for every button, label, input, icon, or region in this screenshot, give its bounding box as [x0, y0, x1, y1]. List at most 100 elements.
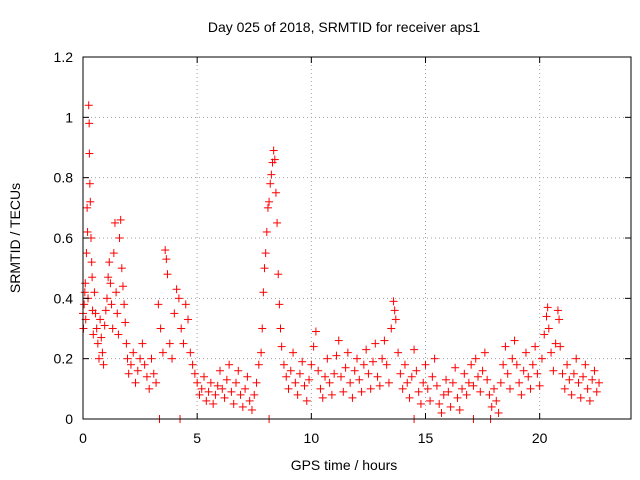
data-point — [170, 309, 179, 318]
data-point — [556, 342, 565, 351]
data-point — [115, 234, 124, 242]
data-point — [129, 348, 138, 357]
data-point — [161, 246, 170, 255]
data-point — [490, 384, 498, 393]
data-point — [85, 119, 94, 128]
x-axis-label: GPS time / hours — [291, 457, 398, 473]
data-point — [325, 378, 334, 387]
data-point — [279, 360, 288, 369]
data-point — [551, 339, 560, 348]
data-point — [542, 312, 551, 321]
data-point — [380, 336, 389, 345]
data-point — [289, 348, 298, 357]
data-point — [220, 393, 229, 402]
data-point — [236, 390, 245, 399]
data-point — [410, 345, 419, 354]
data-point — [88, 273, 97, 282]
data-point — [419, 378, 428, 387]
data-point — [117, 264, 126, 273]
data-point — [307, 360, 316, 369]
data-point — [423, 384, 432, 393]
data-point — [145, 384, 154, 393]
data-point — [339, 387, 348, 396]
data-point — [537, 354, 546, 363]
data-point — [309, 342, 318, 351]
data-point — [343, 348, 352, 357]
data-point — [583, 384, 592, 393]
data-point — [83, 227, 92, 236]
data-point — [84, 101, 93, 110]
data-point — [494, 408, 503, 417]
data-point — [93, 339, 102, 348]
data-point — [396, 369, 405, 378]
data-point — [195, 390, 204, 399]
data-point — [359, 360, 368, 369]
data-point — [469, 381, 478, 390]
data-point — [86, 197, 95, 206]
data-point — [250, 390, 259, 399]
data-point — [81, 279, 90, 288]
data-point — [533, 369, 542, 378]
data-point — [526, 384, 535, 393]
data-point — [567, 390, 576, 399]
data-point — [373, 372, 382, 381]
data-point — [218, 384, 227, 393]
data-point — [186, 348, 195, 357]
data-point — [158, 348, 167, 357]
data-point — [80, 288, 89, 297]
data-point — [574, 378, 583, 387]
data-point — [480, 348, 489, 357]
data-point — [122, 339, 131, 348]
data-point — [124, 369, 133, 378]
data-point — [120, 300, 129, 309]
data-point — [156, 324, 165, 333]
data-point — [442, 375, 451, 384]
data-point — [398, 384, 407, 393]
data-point — [204, 387, 213, 396]
data-point — [98, 348, 107, 357]
data-point — [451, 363, 460, 372]
data-point — [282, 372, 291, 381]
data-point — [104, 273, 113, 282]
data-point — [216, 366, 224, 375]
data-point — [455, 405, 464, 414]
data-point — [341, 363, 350, 372]
data-point — [540, 330, 549, 339]
data-point — [193, 378, 202, 387]
data-point — [387, 324, 396, 333]
data-point — [476, 387, 485, 396]
data-point — [510, 336, 519, 345]
data-point — [448, 378, 457, 387]
data-point — [123, 354, 132, 363]
data-point — [273, 218, 282, 227]
data-point — [366, 384, 375, 393]
data-point — [428, 372, 437, 381]
x-tick-label: 20 — [532, 430, 548, 446]
data-point — [337, 372, 346, 381]
x-tick-label: 15 — [418, 430, 434, 446]
data-point — [231, 378, 240, 387]
data-point — [524, 372, 533, 381]
data-point — [83, 203, 92, 212]
data-point — [311, 327, 320, 336]
data-point — [503, 369, 512, 378]
data-point — [569, 369, 578, 378]
data-point — [267, 170, 276, 179]
data-point — [547, 348, 556, 357]
data-point — [80, 300, 89, 309]
data-point — [391, 315, 400, 324]
data-point — [464, 378, 473, 387]
data-point — [471, 354, 480, 363]
data-point — [197, 384, 206, 393]
data-point — [113, 309, 122, 318]
data-point — [496, 378, 505, 387]
data-point — [85, 179, 94, 188]
data-point — [555, 315, 564, 324]
data-point — [323, 354, 332, 363]
data-point — [274, 270, 283, 279]
data-point — [446, 402, 455, 411]
data-point — [276, 324, 285, 333]
data-point — [501, 342, 510, 351]
data-point — [453, 393, 462, 402]
data-point — [96, 315, 105, 324]
